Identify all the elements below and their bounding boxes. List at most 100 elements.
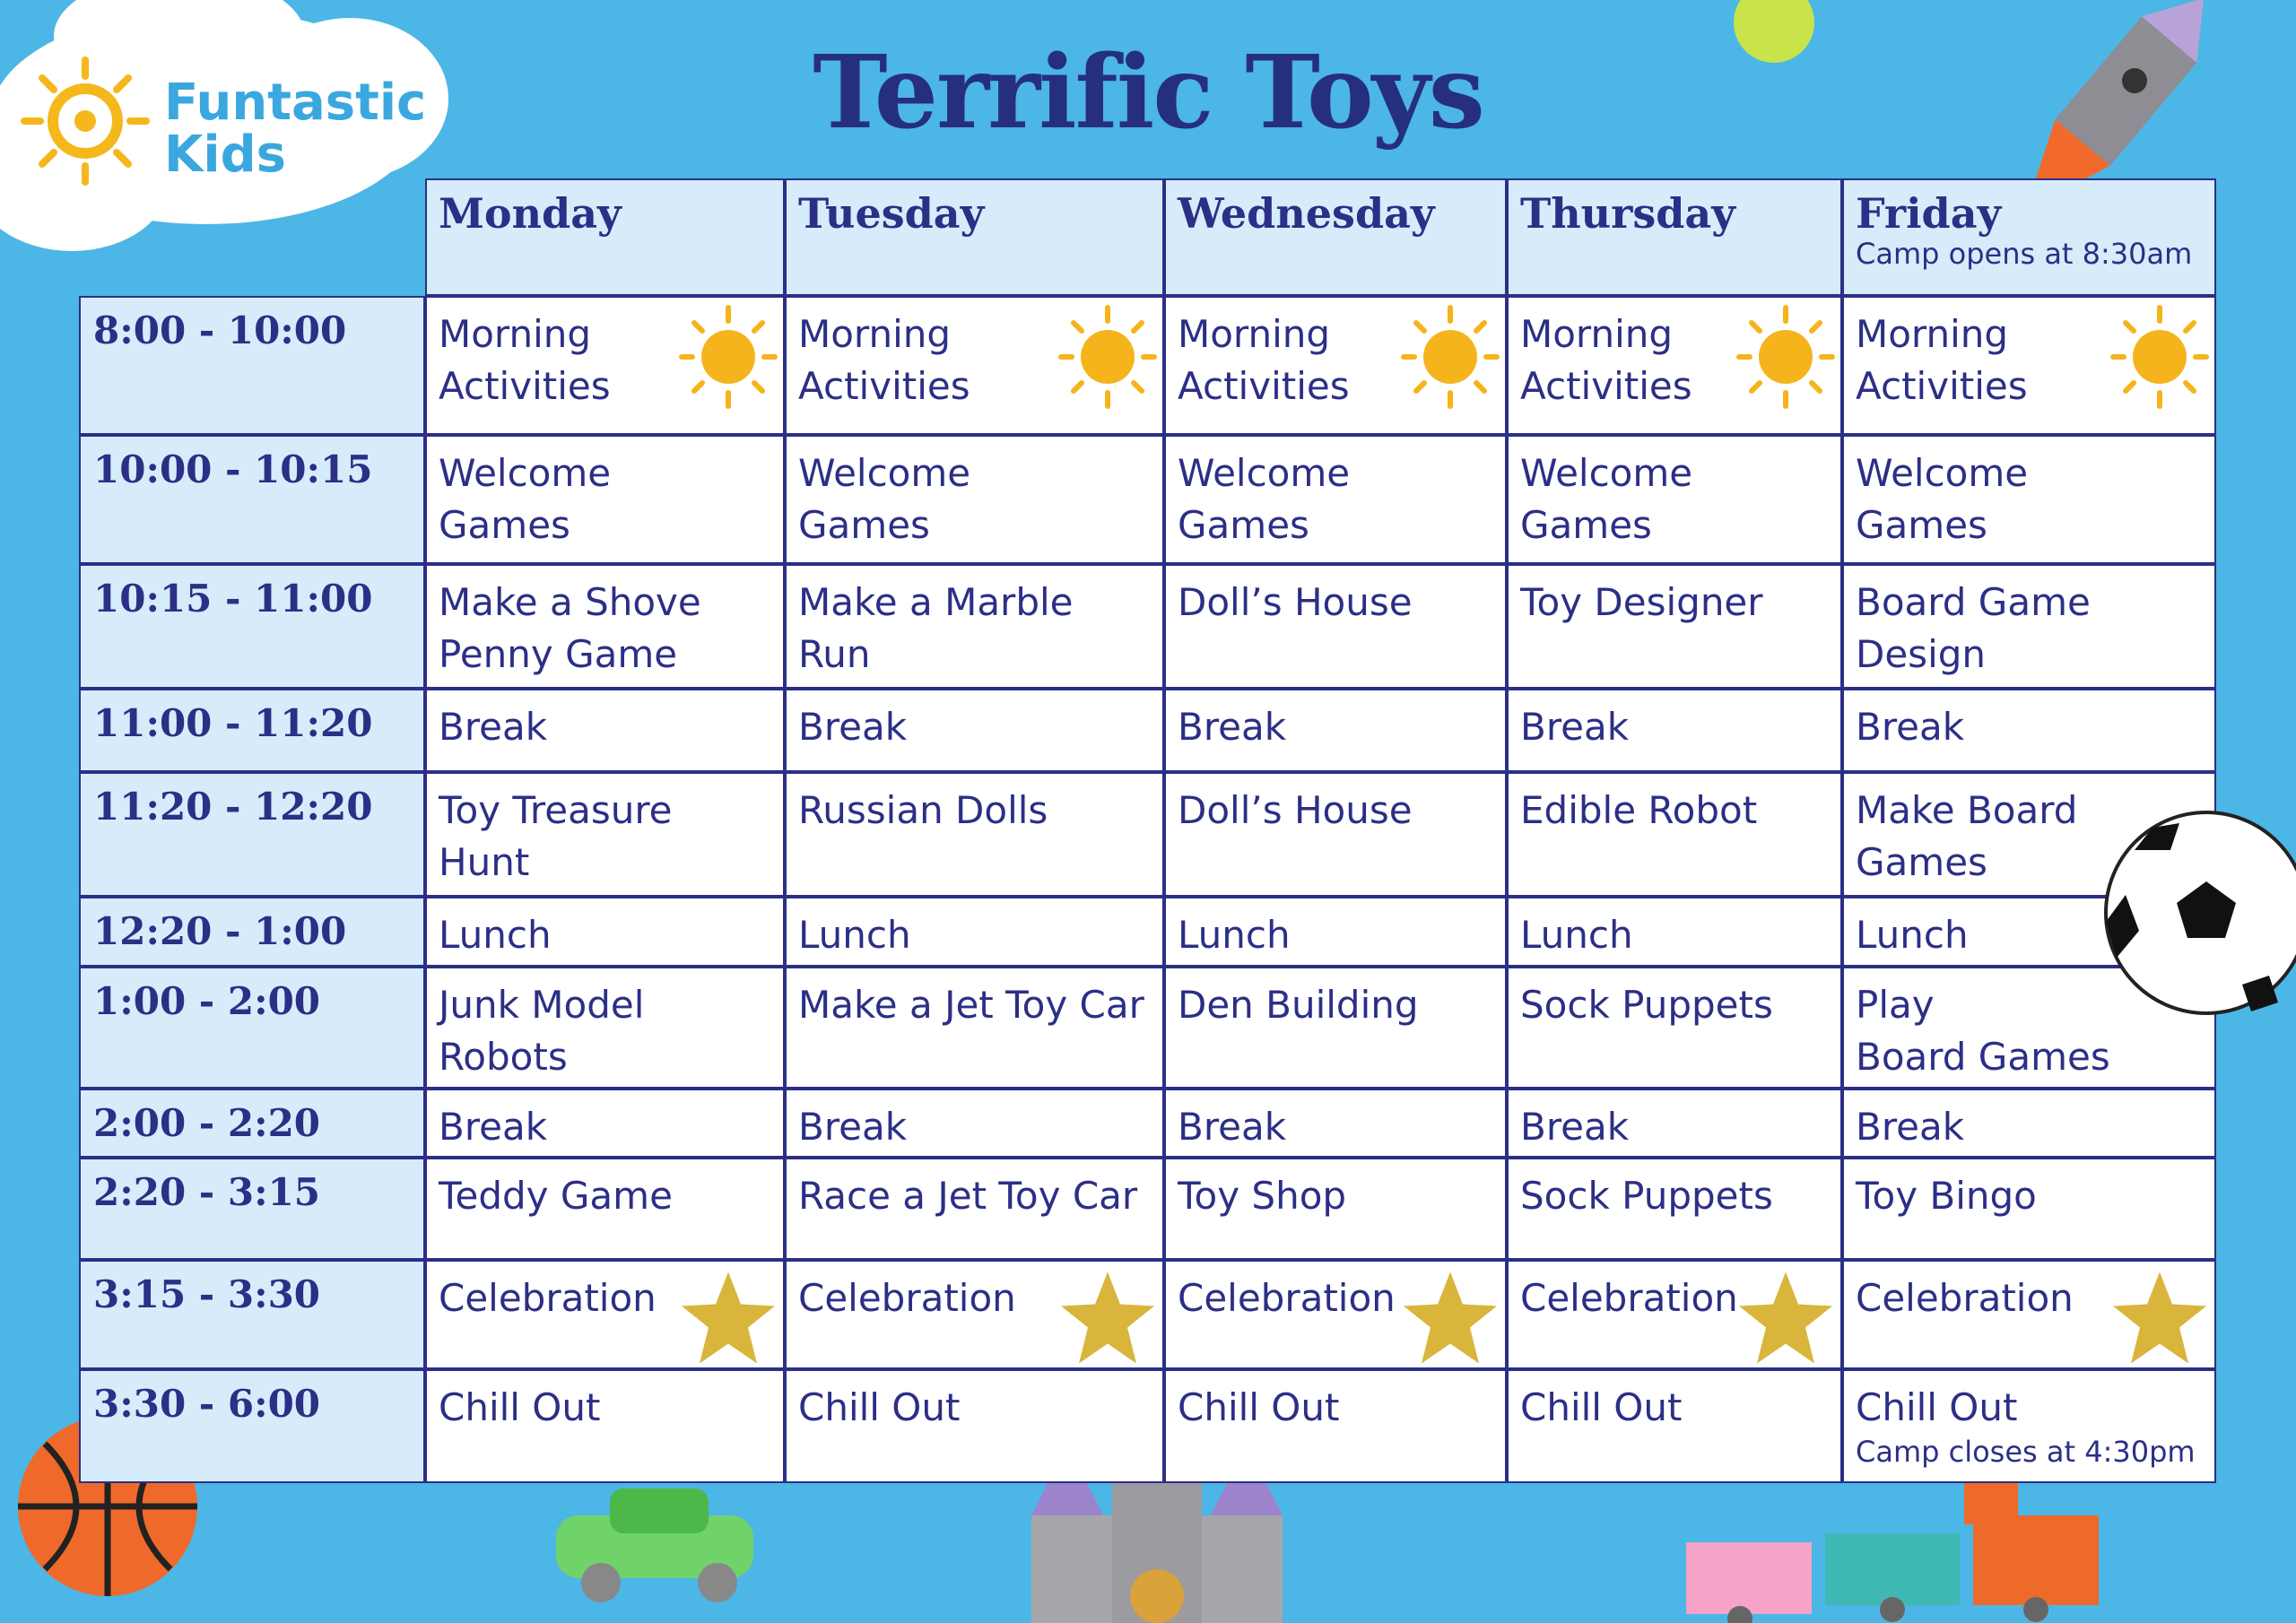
activity-cell: Break [1842, 689, 2216, 772]
logo-text: Funtastic [164, 74, 427, 132]
activity-cell: Break [785, 689, 1164, 772]
activity-cell: Welcome Games [1164, 435, 1507, 564]
activity: Toy Designer [1520, 580, 1763, 624]
activity-cell: Break [1842, 1089, 2216, 1158]
activity: Morning Activities [798, 312, 970, 408]
activity: Chill Out [439, 1385, 601, 1429]
time-slot: 3:15 - 3:30 [79, 1260, 425, 1369]
activity-cell: Break [1507, 1089, 1842, 1158]
activity: Chill Out [1178, 1385, 1340, 1429]
day-header: Thursday [1507, 178, 1842, 296]
activity: Play Board Games [1856, 983, 2110, 1079]
activity: Make Board Games [1856, 788, 2078, 884]
cell-note: Camp closes at 4:30pm [1856, 1435, 2196, 1469]
day-header: Friday Camp opens at 8:30am [1842, 178, 2216, 296]
day-header: Monday [425, 178, 785, 296]
corner [79, 178, 425, 296]
activity: Break [1178, 705, 1287, 749]
activity: Welcome Games [1178, 451, 1351, 547]
time-slot: 10:00 - 10:15 [79, 435, 425, 564]
activity-cell: Welcome Games [1842, 435, 2216, 564]
star-icon [682, 1271, 775, 1364]
activity-cell: Celebration [425, 1260, 785, 1369]
activity: Chill Out [1856, 1385, 2018, 1429]
activity-cell: Lunch [1507, 897, 1842, 967]
sun-icon [1736, 305, 1835, 409]
day-name: Tuesday [798, 189, 985, 238]
star-icon [1061, 1271, 1154, 1364]
day-name: Wednesday [1178, 189, 1435, 238]
activity-cell: Lunch [1842, 897, 2216, 967]
activity: Chill Out [1520, 1385, 1683, 1429]
activity: Morning Activities [439, 312, 611, 408]
time-slot: 10:15 - 11:00 [79, 564, 425, 689]
activity-cell: Chill Out [785, 1369, 1164, 1483]
star-icon [2113, 1271, 2206, 1364]
activity: Lunch [1520, 913, 1633, 957]
activity-cell: Morning Activities [1842, 296, 2216, 435]
time-slot: 1:00 - 2:00 [79, 967, 425, 1089]
time-slot: 3:30 - 6:00 [79, 1369, 425, 1483]
activity: Celebration [439, 1276, 657, 1320]
activity: Russian Dolls [798, 788, 1048, 832]
activity: Board Game Design [1856, 580, 2091, 676]
activity: Junk Model Robots [439, 983, 645, 1079]
logo-text: Kids [164, 126, 287, 184]
activity-cell: Toy Designer [1507, 564, 1842, 689]
activity: Morning Activities [1520, 312, 1692, 408]
sun-icon [1401, 305, 1500, 409]
activity: Celebration [1520, 1276, 1738, 1320]
activity-cell: Sock Puppets [1507, 967, 1842, 1089]
activity: Make a Shove Penny Game [439, 580, 701, 676]
activity-cell: Chill Out Camp closes at 4:30pm [1842, 1369, 2216, 1483]
day-name: Friday [1856, 189, 2002, 238]
activity: Celebration [1856, 1276, 2074, 1320]
activity-cell: Break [785, 1089, 1164, 1158]
activity: Welcome Games [439, 451, 612, 547]
activity-cell: Celebration [1842, 1260, 2216, 1369]
activity-cell: Morning Activities [785, 296, 1164, 435]
star-icon [1404, 1271, 1497, 1364]
activity: Make a Jet Toy Car [798, 983, 1144, 1027]
activity-cell: Junk Model Robots [425, 967, 785, 1089]
activity-cell: Toy Treasure Hunt [425, 772, 785, 897]
activity: Den Building [1178, 983, 1419, 1027]
time-slot: 2:00 - 2:20 [79, 1089, 425, 1158]
activity-cell: Celebration [1164, 1260, 1507, 1369]
activity: Break [439, 1105, 548, 1149]
activity-cell: Chill Out [1164, 1369, 1507, 1483]
activity-cell: Lunch [1164, 897, 1507, 967]
activity: Break [1178, 1105, 1287, 1149]
activity: Break [798, 1105, 908, 1149]
activity-cell: Board Game Design [1842, 564, 2216, 689]
activity: Doll’s House [1178, 580, 1413, 624]
activity-cell: Play Board Games [1842, 967, 2216, 1089]
activity-cell: Break [425, 1089, 785, 1158]
activity: Lunch [1178, 913, 1291, 957]
activity-cell: Welcome Games [425, 435, 785, 564]
activity: Lunch [798, 913, 911, 957]
activity-cell: Lunch [785, 897, 1164, 967]
header-note: Camp opens at 8:30am [1856, 237, 2193, 271]
sun-icon [2110, 305, 2209, 409]
activity-cell: Doll’s House [1164, 772, 1507, 897]
activity-cell: Race a Jet Toy Car [785, 1158, 1164, 1260]
activity: Edible Robot [1520, 788, 1758, 832]
activity: Welcome Games [1520, 451, 1693, 547]
activity: Toy Shop [1178, 1174, 1347, 1218]
activity: Break [1520, 1105, 1630, 1149]
sun-icon [679, 305, 778, 409]
activity: Doll’s House [1178, 788, 1413, 832]
activity-cell: Break [1164, 1089, 1507, 1158]
activity: Celebration [798, 1276, 1016, 1320]
activity-cell: Make Board Games [1842, 772, 2216, 897]
time-slot: 11:20 - 12:20 [79, 772, 425, 897]
activity-cell: Chill Out [1507, 1369, 1842, 1483]
time-slot: 11:00 - 11:20 [79, 689, 425, 772]
activity: Sock Puppets [1520, 983, 1773, 1027]
activity-cell: Make a Marble Run [785, 564, 1164, 689]
activity: Break [1856, 1105, 1965, 1149]
activity: Teddy Game [439, 1174, 673, 1218]
activity-cell: Morning Activities [425, 296, 785, 435]
